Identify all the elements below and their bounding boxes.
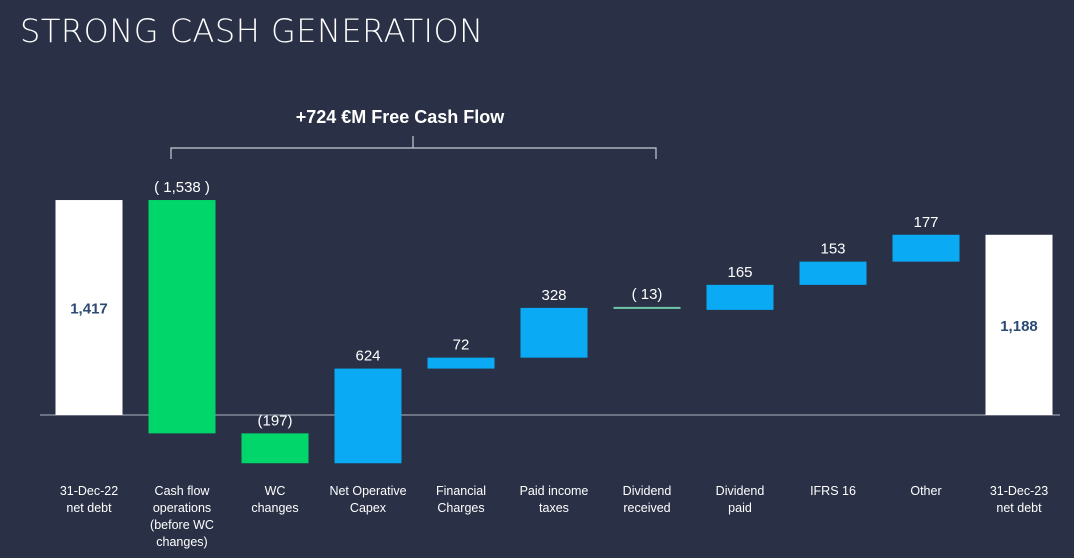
value-label-10: 177 (913, 214, 938, 231)
bracket-line (170, 136, 657, 159)
bar-1 (55, 200, 123, 415)
bar-5 (427, 357, 495, 369)
category-label-3: WC changes (251, 484, 298, 515)
category-labels-group: 31-Dec-22 net debt Cash flow operations (bef… (60, 484, 1048, 549)
category-label-5: Financial Charges (436, 484, 486, 515)
page-title: STRONG CASH GENERATION (20, 12, 484, 50)
category-label-1: 31-Dec-22 net debt (60, 484, 118, 515)
value-label-11: 1,188 (1000, 318, 1038, 335)
free-cash-flow-bracket: +724 €M Free Cash Flow (170, 107, 657, 159)
value-label-9: 153 (820, 241, 845, 258)
value-label-8: 165 (727, 264, 752, 281)
category-label-10: Other (910, 484, 941, 498)
category-label-11: 31-Dec-23 net debt (990, 484, 1048, 515)
value-label-6: 328 (541, 287, 566, 304)
bar-11 (985, 234, 1053, 415)
value-label-5: 72 (453, 337, 470, 354)
bar-4 (334, 368, 402, 464)
value-label-1: 1,417 (70, 301, 108, 318)
value-label-2: ( 1,538 ) (154, 179, 210, 196)
value-label-7: ( 13) (632, 286, 663, 303)
value-labels-group: 1,417 ( 1,538 ) (197) 624 72 328 ( 13) 165 153 17… (70, 179, 1038, 429)
value-label-4: 624 (355, 348, 380, 365)
category-label-6: Paid income taxes (520, 484, 589, 515)
bar-8 (706, 284, 774, 310)
bar-10 (892, 234, 960, 262)
bar-2 (148, 200, 216, 434)
category-label-7: Dividend received (623, 484, 672, 515)
category-label-9: IFRS 16 (810, 484, 856, 498)
category-label-2: Cash flow operations (before WC changes) (150, 484, 214, 549)
bar-6 (520, 307, 588, 358)
bar-7 (613, 306, 681, 309)
category-label-4: Net Operative Capex (329, 484, 406, 515)
category-label-8: Dividend paid (716, 484, 765, 515)
free-cash-flow-annotation: +724 €M Free Cash Flow (296, 107, 506, 127)
value-label-3: (197) (257, 412, 292, 429)
bar-3 (241, 433, 309, 464)
bar-9 (799, 261, 867, 285)
bars-group (55, 200, 1053, 464)
